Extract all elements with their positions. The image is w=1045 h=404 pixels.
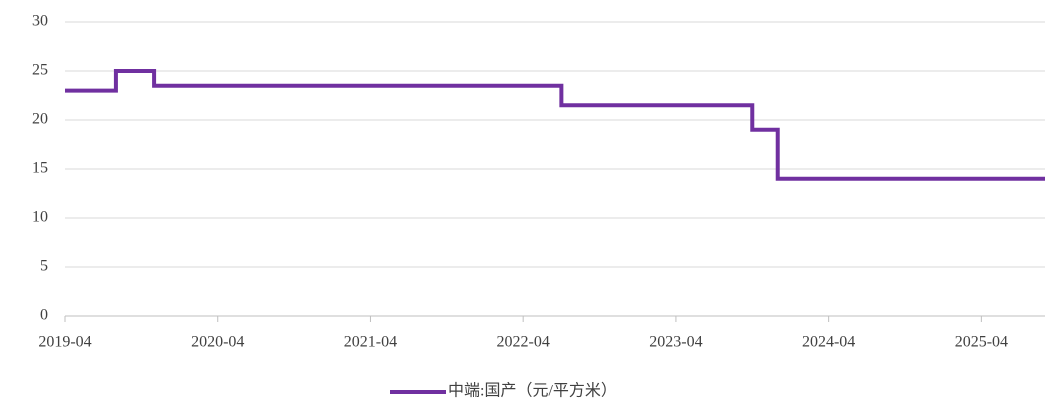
x-tick-label: 2020-04: [191, 334, 244, 351]
x-tick-label: 2021-04: [344, 334, 397, 351]
y-tick-label: 15: [32, 160, 48, 177]
y-tick-label: 30: [32, 13, 48, 30]
y-tick-label: 5: [40, 258, 48, 275]
y-tick-label: 20: [32, 111, 48, 128]
x-tick-label: 2022-04: [497, 334, 550, 351]
x-tick-label: 2019-04: [38, 334, 91, 351]
x-tick-label: 2024-04: [802, 334, 855, 351]
y-tick-label: 10: [32, 209, 48, 226]
x-tick-label: 2023-04: [649, 334, 702, 351]
y-tick-label: 25: [32, 62, 48, 79]
legend-label: 中端:国产（元/平方米）: [448, 382, 617, 400]
y-tick-label: 0: [40, 307, 48, 324]
x-tick-label: 2025-04: [955, 334, 1008, 351]
series-line: [65, 69, 1045, 181]
